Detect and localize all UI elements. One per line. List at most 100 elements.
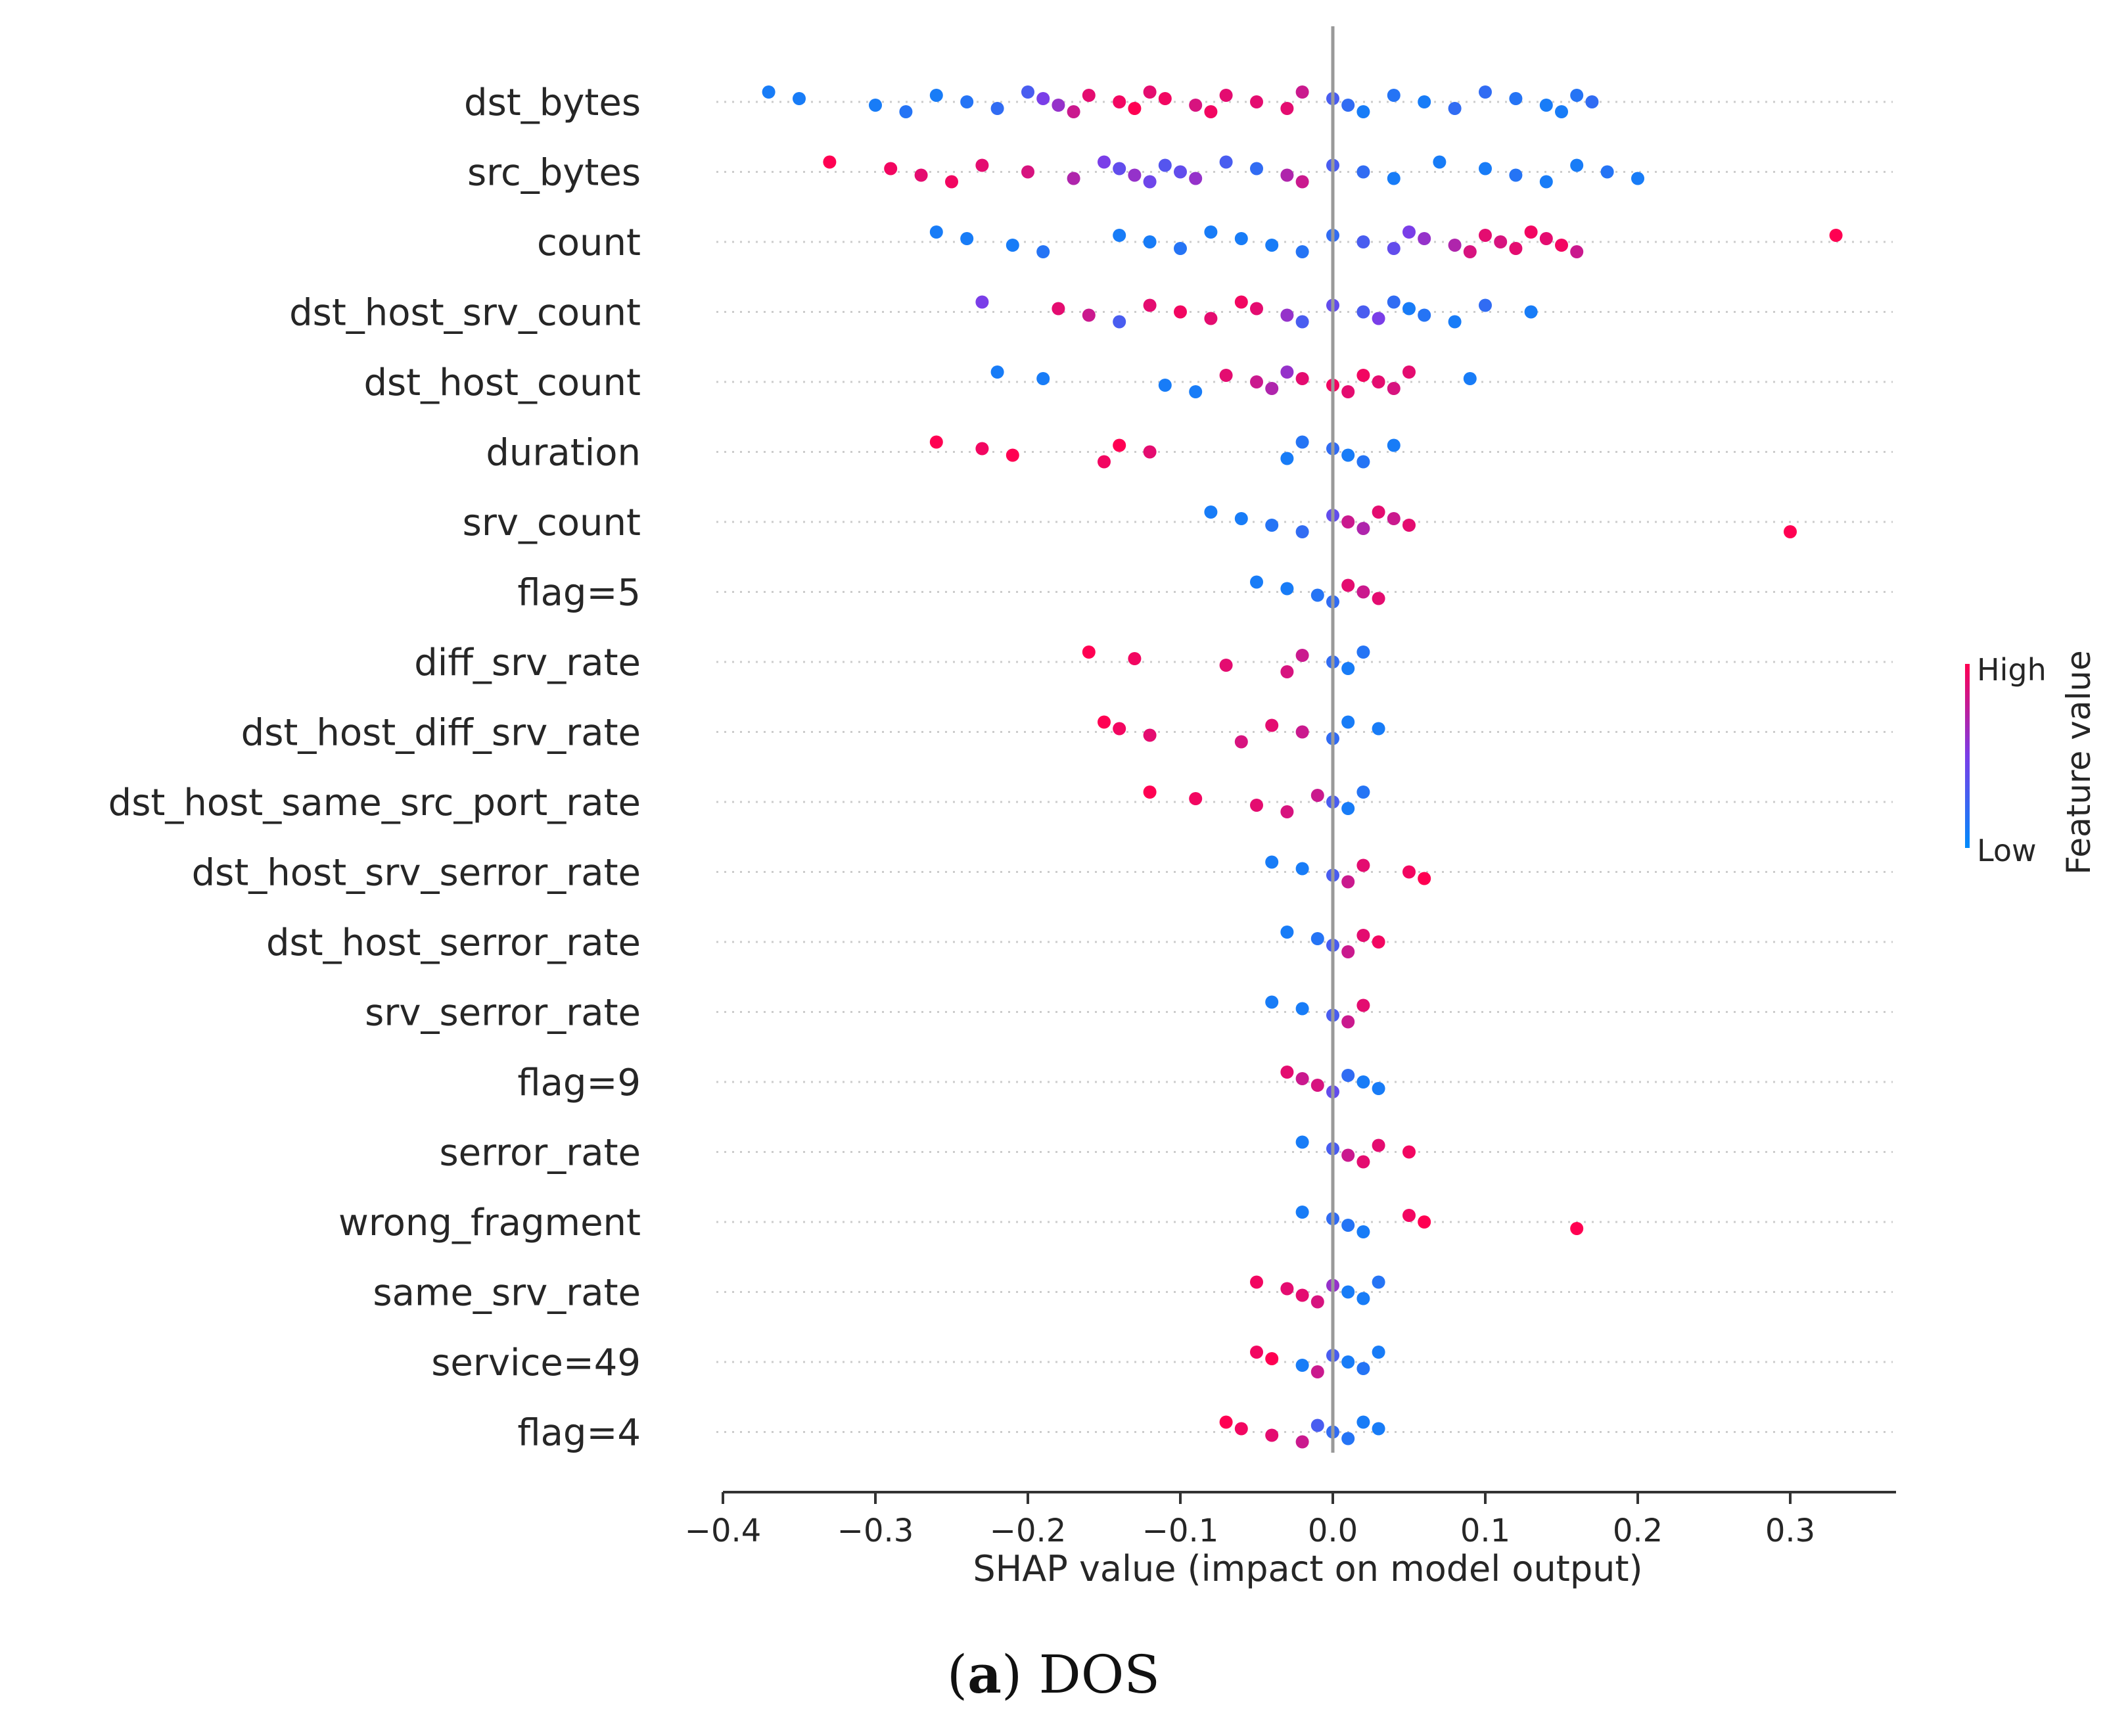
shap-point <box>1387 438 1401 452</box>
x-tick-label: −0.2 <box>990 1513 1067 1549</box>
shap-point <box>1250 302 1263 316</box>
shap-point <box>1280 582 1294 596</box>
shap-point <box>1372 375 1385 388</box>
feature-label: dst_host_srv_count <box>289 292 641 335</box>
colorbar-low-label: Low <box>1977 833 2037 868</box>
shap-point <box>1113 229 1126 242</box>
shap-point <box>1356 235 1370 248</box>
feature-label: srv_serror_rate <box>365 992 641 1035</box>
feature-label: diff_srv_rate <box>414 642 641 684</box>
shap-point <box>1539 232 1553 245</box>
shap-point <box>1341 578 1355 592</box>
shap-point <box>1509 92 1523 105</box>
shap-point <box>1082 308 1096 322</box>
shap-point <box>1143 85 1157 99</box>
shap-point <box>1341 1432 1355 1445</box>
shap-point <box>1021 165 1034 179</box>
shap-point <box>1356 369 1370 382</box>
colorbar <box>1965 664 1970 848</box>
shap-point <box>1006 448 1019 462</box>
shap-point <box>1143 235 1157 248</box>
shap-point <box>1189 792 1203 805</box>
shap-point <box>1310 1419 1324 1432</box>
shap-point <box>914 168 928 182</box>
shap-point <box>1387 242 1401 255</box>
shap-point <box>1341 1069 1355 1082</box>
shap-point <box>1098 455 1111 469</box>
shap-point <box>1250 375 1263 388</box>
feature-label: count <box>537 222 641 264</box>
shap-point <box>1189 385 1203 398</box>
feature-label: dst_host_same_src_port_rate <box>108 782 641 824</box>
shap-point <box>1539 99 1553 112</box>
shap-point <box>1280 805 1294 818</box>
shap-point <box>1829 229 1843 242</box>
shap-point <box>1372 1138 1385 1152</box>
shap-point <box>1387 295 1401 309</box>
shap-point <box>1555 239 1568 252</box>
shap-point <box>929 225 943 239</box>
shap-point <box>1310 1079 1324 1092</box>
feature-label: dst_host_count <box>363 362 641 404</box>
shap-point <box>1310 1295 1324 1309</box>
shap-point <box>884 162 898 176</box>
feature-label: dst_bytes <box>464 82 641 124</box>
feature-label: flag=9 <box>517 1062 641 1104</box>
shap-point <box>1418 1215 1431 1229</box>
shap-point <box>1158 92 1172 105</box>
shap-point <box>1341 715 1355 729</box>
shap-point <box>960 95 974 108</box>
shap-point <box>1250 799 1263 812</box>
feature-label: wrong_fragment <box>338 1202 641 1244</box>
shap-point <box>1402 302 1416 316</box>
shap-point <box>899 105 913 118</box>
shap-point <box>1052 99 1065 112</box>
shap-point <box>1143 445 1157 459</box>
shap-point <box>1250 95 1263 108</box>
shap-point <box>1295 245 1309 258</box>
shap-point <box>1402 1145 1416 1159</box>
shap-point <box>1448 315 1462 329</box>
shap-point <box>1174 305 1187 319</box>
caption-text: DOS <box>1038 1644 1161 1705</box>
feature-label: duration <box>486 432 641 475</box>
shap-point <box>1387 512 1401 525</box>
shap-point <box>1418 308 1431 322</box>
colorbar-title: Feature value <box>2060 650 2098 874</box>
shap-point <box>1189 99 1203 112</box>
shap-point <box>1295 1002 1309 1016</box>
shap-point <box>1295 315 1309 329</box>
shap-point <box>1128 102 1142 115</box>
shap-point <box>1448 239 1462 252</box>
feature-label: src_bytes <box>467 152 641 195</box>
shap-point <box>1234 295 1248 309</box>
shap-point <box>1341 385 1355 398</box>
shap-point <box>1174 165 1187 179</box>
shap-point <box>1341 662 1355 675</box>
shap-point <box>1341 1355 1355 1369</box>
shap-point <box>1310 932 1324 945</box>
shap-point <box>1265 1428 1279 1442</box>
shap-point <box>1372 722 1385 736</box>
shap-point <box>1280 1282 1294 1296</box>
shap-point <box>1219 155 1233 169</box>
shap-point <box>1356 1225 1370 1238</box>
shap-point <box>1219 89 1233 102</box>
shap-point <box>1295 649 1309 662</box>
shap-point <box>1098 715 1111 729</box>
shap-point <box>1402 865 1416 879</box>
shap-point <box>1341 1015 1355 1029</box>
shap-point <box>1524 225 1538 239</box>
shap-point <box>1402 1209 1416 1222</box>
shap-point <box>1479 229 1492 242</box>
shap-point <box>1113 162 1126 176</box>
shap-point <box>1341 448 1355 462</box>
shap-point <box>1280 665 1294 678</box>
caption-letter: a <box>967 1643 1002 1705</box>
shap-point <box>1265 519 1279 532</box>
shap-point <box>1265 239 1279 252</box>
shap-point <box>1600 165 1614 179</box>
shap-point <box>1113 315 1126 329</box>
shap-point <box>1295 1072 1309 1085</box>
